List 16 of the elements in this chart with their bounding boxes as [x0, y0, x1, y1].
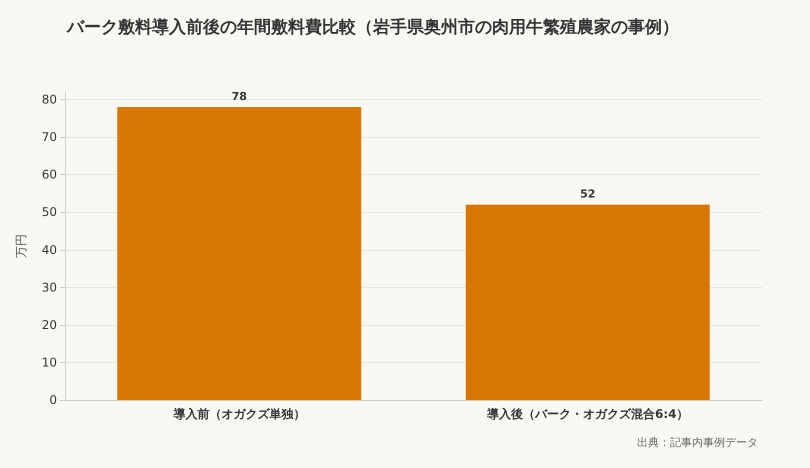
y-tick-label: 20 [42, 318, 57, 332]
y-tick-label: 50 [42, 205, 57, 220]
y-tick-label: 70 [42, 130, 57, 144]
y-tick-label: 0 [49, 393, 57, 407]
y-axis-title: 万円 [14, 234, 28, 258]
y-tick-label: 10 [42, 355, 57, 370]
y-tick-label: 60 [42, 168, 57, 182]
x-tick-label: 導入前（オガクズ単独） [172, 407, 306, 421]
y-tick-label: 30 [42, 280, 57, 294]
data-label: 78 [232, 90, 247, 104]
chart-title: バーク敷料導入前後の年間敷料費比較（岩手県奥州市の肉用牛繁殖農家の事例） [66, 18, 679, 38]
data-label: 52 [580, 188, 596, 201]
y-tick-label: 80 [42, 92, 57, 107]
source-note: 出典：記事内事例データ [637, 436, 758, 449]
y-tick-label: 40 [42, 242, 57, 257]
x-tick-label: 導入後（バーク・オガクズ混合6:4） [486, 407, 688, 421]
